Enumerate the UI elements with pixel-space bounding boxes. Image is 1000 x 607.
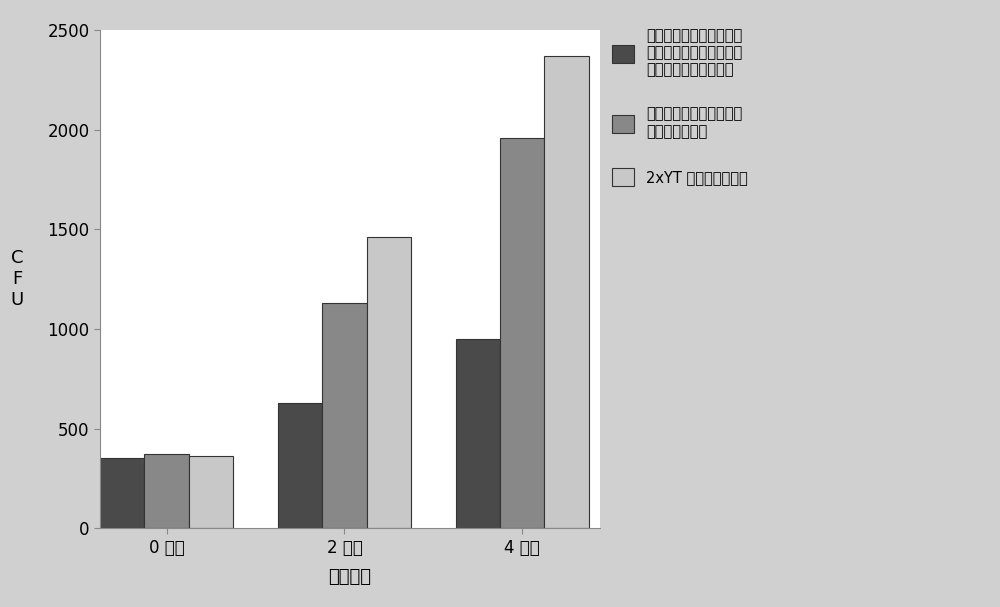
Bar [189, 456, 233, 528]
Bar [100, 458, 144, 528]
X-axis label: 取样间隔: 取样间隔 [328, 568, 372, 586]
Bar [322, 303, 367, 528]
Y-axis label: C
F
U: C F U [10, 249, 24, 309]
Legend: 来自诱导的在质粒中具有
骆驼科抗体片段插入物的
分泌载体的试验上清液, 来自诱导的分泌空载体的
试验对照上清液, 2xYT 生长培养基对照: 来自诱导的在质粒中具有 骆驼科抗体片段插入物的 分泌载体的试验上清液, 来自诱导… [612, 28, 748, 186]
Bar [278, 402, 322, 528]
Bar [544, 56, 589, 528]
Bar [367, 237, 411, 528]
Bar [456, 339, 500, 528]
Bar [500, 138, 544, 528]
Bar [144, 455, 189, 528]
